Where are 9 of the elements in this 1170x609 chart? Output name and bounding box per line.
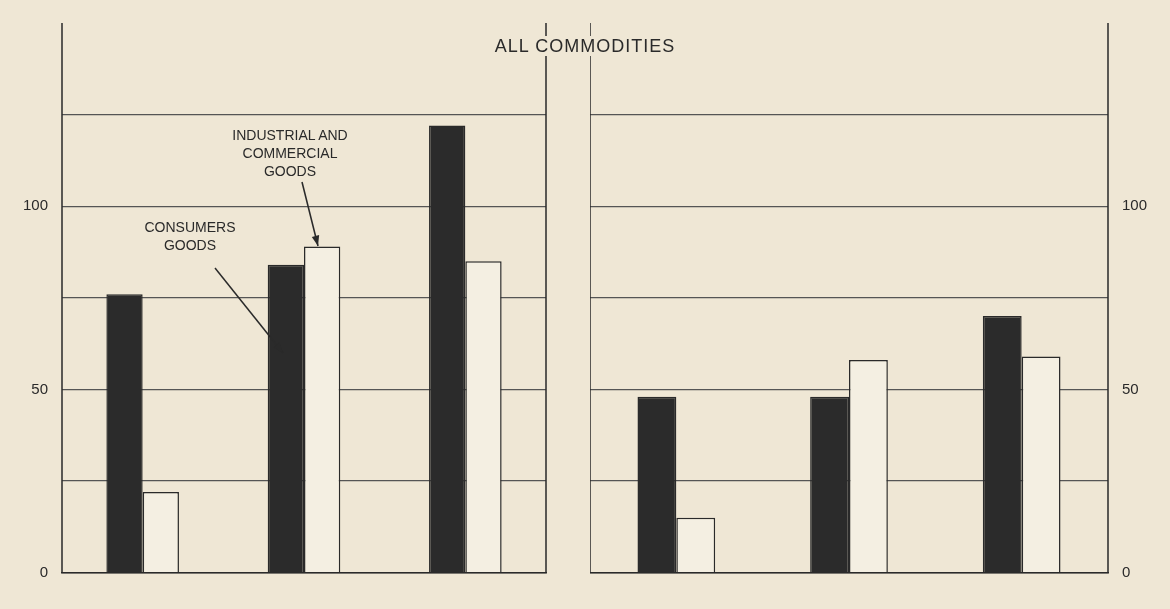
annotation: INDUSTRIAL AND COMMERCIAL GOODS xyxy=(232,127,348,179)
y-tick-label: 0 xyxy=(39,562,48,580)
y-tick-label: 50 xyxy=(31,379,48,397)
annotation: CONSUMERS GOODS xyxy=(144,219,236,253)
y-tick-label: 0 xyxy=(1122,562,1131,580)
y-tick-label: 100 xyxy=(1122,196,1148,214)
y-tick-label: 100 xyxy=(22,196,48,214)
y-tick-label: 50 xyxy=(1122,379,1139,397)
text: ALL COMMODITIES xyxy=(488,36,682,56)
